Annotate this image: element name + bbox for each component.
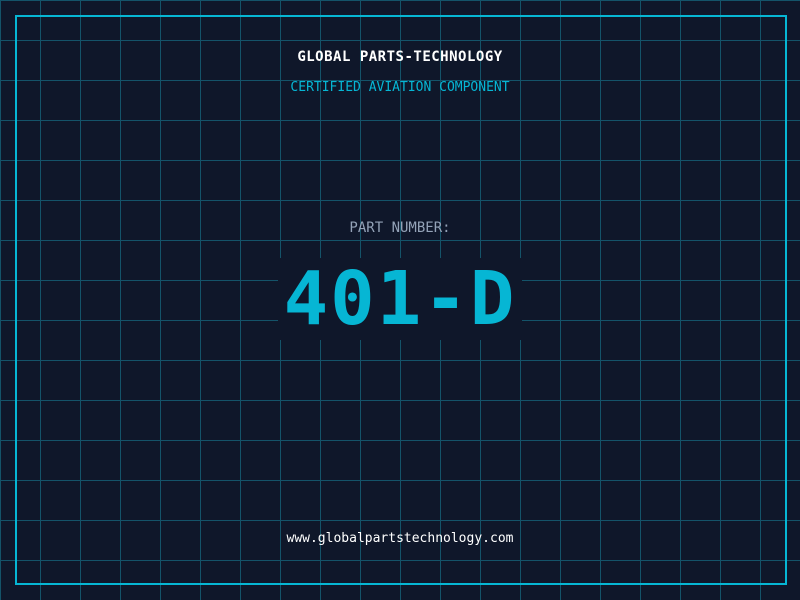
part-number-value: 401-D	[277, 258, 523, 340]
part-number-label: PART NUMBER:	[349, 220, 451, 236]
part-number-container: 401-D	[0, 258, 800, 340]
certification-subtitle: CERTIFIED AVIATION COMPONENT	[290, 80, 510, 95]
website-url: www.globalpartstechnology.com	[286, 531, 514, 546]
brand-title: GLOBAL PARTS-TECHNOLOGY	[297, 49, 503, 65]
border-frame	[15, 15, 787, 585]
